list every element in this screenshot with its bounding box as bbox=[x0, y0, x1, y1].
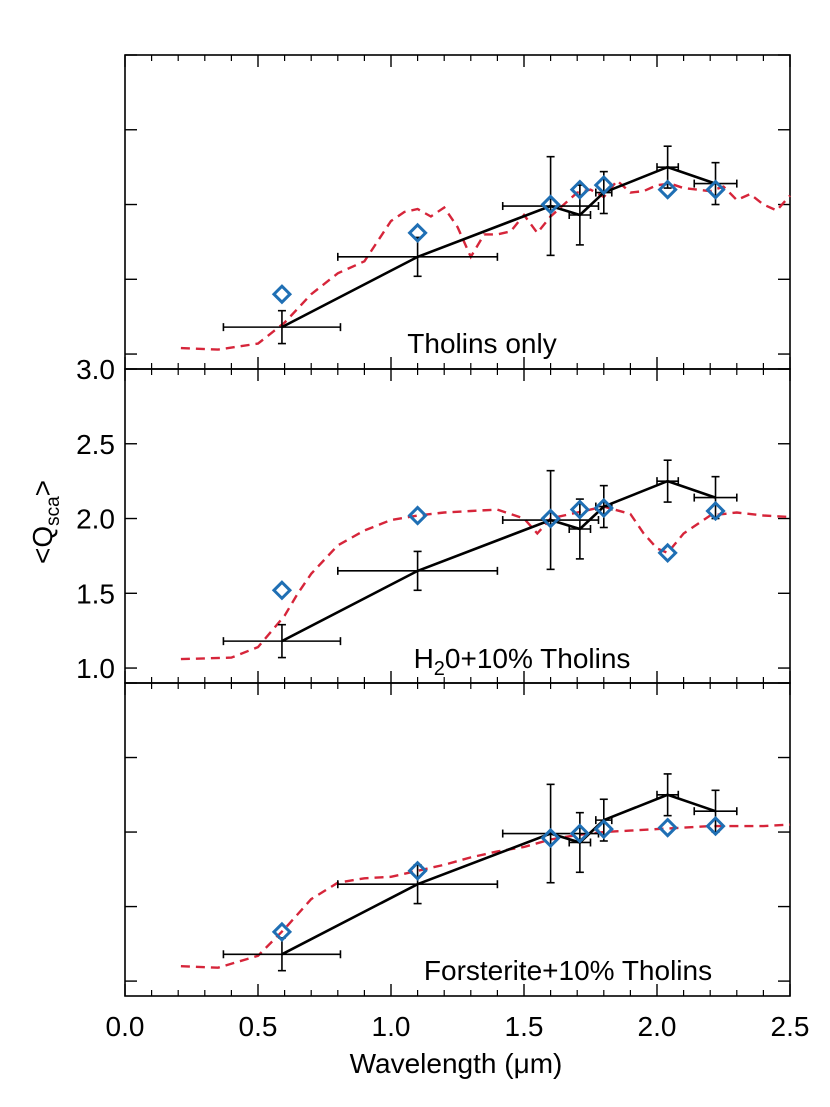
model-point-diamond bbox=[540, 194, 561, 215]
model-point-diamond bbox=[657, 817, 678, 838]
panel-forsterite-tholins bbox=[124, 682, 791, 997]
panel-tholins-only bbox=[124, 54, 791, 370]
model-curve bbox=[180, 178, 791, 351]
model-point-diamond bbox=[657, 179, 678, 200]
x-tick-labels: 0.0 0.5 1.0 1.5 2.0 2.5 bbox=[106, 1011, 810, 1042]
y-tick-label: 1.5 bbox=[76, 578, 115, 609]
plot-frame bbox=[124, 54, 791, 370]
x-tick-label: 1.0 bbox=[372, 1011, 411, 1042]
panel-label-h2o-tholins: H20+10% Tholins bbox=[414, 643, 631, 680]
model-point-diamond bbox=[407, 860, 428, 881]
observed-line bbox=[281, 165, 716, 329]
model-point-diamond bbox=[657, 542, 678, 564]
x-tick-label: 2.0 bbox=[638, 1011, 677, 1042]
model-point-diamond bbox=[540, 827, 561, 849]
panel-h2o-tholins bbox=[124, 368, 791, 684]
y-axis-label: <Qsca> bbox=[27, 480, 64, 564]
y-tick-label: 2.0 bbox=[76, 504, 115, 535]
model-point-diamond bbox=[407, 505, 428, 526]
plot-frame bbox=[124, 682, 791, 997]
y-tick-label: 1.0 bbox=[76, 653, 115, 684]
x-axis-label: Wavelength (μm) bbox=[350, 1048, 563, 1079]
model-point-diamond bbox=[705, 179, 726, 200]
model-point-diamond bbox=[593, 497, 614, 519]
model-point-diamond bbox=[569, 499, 590, 520]
model-point-diamond bbox=[271, 921, 293, 943]
x-tick-label: 1.5 bbox=[505, 1011, 544, 1042]
y-tick-label: 2.5 bbox=[76, 429, 115, 460]
model-point-diamond bbox=[705, 815, 726, 837]
model-point-diamond bbox=[271, 580, 293, 601]
x-tick-label: 0.0 bbox=[106, 1011, 145, 1042]
y-tick-label: 3.0 bbox=[76, 354, 115, 385]
model-point-diamond bbox=[569, 179, 590, 200]
model-point-diamond bbox=[271, 284, 293, 305]
model-point-diamond bbox=[705, 500, 726, 522]
observed-line bbox=[281, 793, 716, 956]
x-tick-label: 2.5 bbox=[771, 1011, 810, 1042]
model-point-diamond bbox=[593, 818, 614, 840]
model-point-diamond bbox=[569, 823, 590, 844]
x-tick-label: 0.5 bbox=[239, 1011, 278, 1042]
plot-frame bbox=[124, 368, 791, 684]
model-curve bbox=[180, 505, 791, 661]
model-point-diamond bbox=[407, 222, 428, 244]
y-tick-labels: 1.0 1.5 2.0 2.5 3.0 bbox=[76, 354, 115, 684]
model-point-diamond bbox=[593, 174, 614, 196]
panel-label-tholins-only: Tholins only bbox=[407, 328, 556, 359]
model-curve bbox=[180, 823, 791, 969]
observed-line bbox=[281, 479, 716, 643]
model-point-diamond bbox=[540, 508, 561, 529]
panel-label-forsterite-tholins: Forsterite+10% Tholins bbox=[424, 955, 712, 986]
